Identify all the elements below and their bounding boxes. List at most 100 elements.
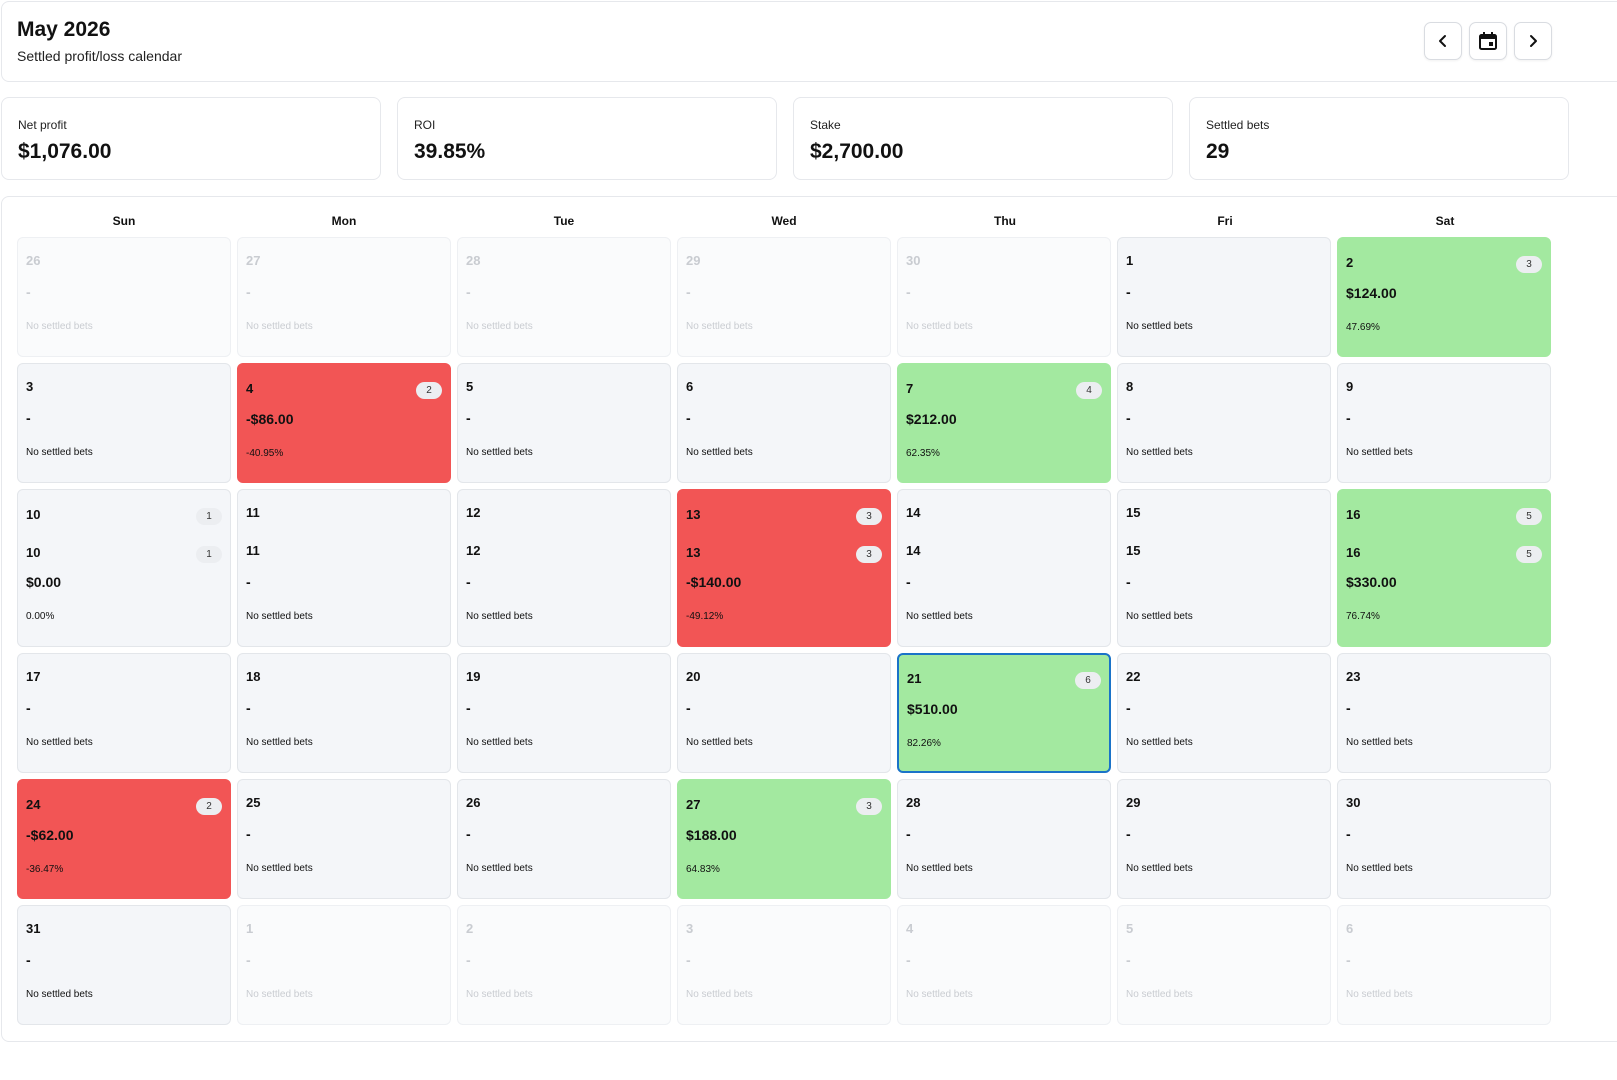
calendar-day-cell[interactable]: 3 - No settled bets <box>677 905 891 1025</box>
no-settled-bets-note: No settled bets <box>246 989 313 1000</box>
calendar-day-cell[interactable]: 27 - No settled bets <box>237 237 451 357</box>
calendar-day-cell[interactable]: 22 - No settled bets <box>1117 653 1331 773</box>
no-settled-bets-note: No settled bets <box>1126 321 1193 332</box>
calendar-day-cell[interactable]: 4 2 -$86.00 -40.95% <box>237 363 451 483</box>
previous-month-button[interactable] <box>1424 22 1462 60</box>
day-number: 30 <box>1346 795 1361 810</box>
calendar-day-cell[interactable]: 6 - No settled bets <box>677 363 891 483</box>
profit-placeholder: - <box>26 284 31 300</box>
calendar-day-cell[interactable]: 6 - No settled bets <box>1337 905 1551 1025</box>
profit-placeholder: - <box>1126 952 1131 968</box>
calendar-day-cell[interactable]: 25 - No settled bets <box>237 779 451 899</box>
calendar-day-cell[interactable]: 26 - No settled bets <box>17 237 231 357</box>
calendar-day-cell[interactable]: 17 - No settled bets <box>17 653 231 773</box>
calendar-day-cell[interactable]: 26 - No settled bets <box>457 779 671 899</box>
profit-placeholder: - <box>1126 700 1131 716</box>
no-settled-bets-note: No settled bets <box>686 447 753 458</box>
calendar-day-cell[interactable]: 16 5 16 5 $330.00 76.74% <box>1337 489 1551 647</box>
calendar-day-cell-selected[interactable]: 21 6 $510.00 82.26% <box>897 653 1111 773</box>
next-month-button[interactable] <box>1514 22 1552 60</box>
daily-roi: 76.74% <box>1346 611 1380 622</box>
day-number: 26 <box>466 795 481 810</box>
day-number: 14 <box>906 505 921 520</box>
calendar-day-cell[interactable]: 12 12 - No settled bets <box>457 489 671 647</box>
no-settled-bets-note: No settled bets <box>466 863 533 874</box>
day-number: 12 <box>466 505 481 520</box>
no-settled-bets-note: No settled bets <box>906 321 973 332</box>
profit-placeholder: - <box>1346 952 1351 968</box>
day-number-repeat: 14 <box>906 543 921 558</box>
day-number: 31 <box>26 921 41 936</box>
calendar-day-cell[interactable]: 29 - No settled bets <box>1117 779 1331 899</box>
calendar-day-cell[interactable]: 18 - No settled bets <box>237 653 451 773</box>
stat-value: $2,700.00 <box>810 140 904 163</box>
calendar-day-cell[interactable]: 8 - No settled bets <box>1117 363 1331 483</box>
day-number-repeat: 12 <box>466 543 481 558</box>
stat-card-roi: ROI 39.85% <box>397 97 777 180</box>
day-number-repeat: 10 <box>26 545 41 560</box>
calendar-day-cell[interactable]: 9 - No settled bets <box>1337 363 1551 483</box>
calendar-day-cell[interactable]: 19 - No settled bets <box>457 653 671 773</box>
calendar-day-cell[interactable]: 3 - No settled bets <box>17 363 231 483</box>
profit-placeholder: - <box>686 284 691 300</box>
daily-roi: 62.35% <box>906 448 940 459</box>
no-settled-bets-note: No settled bets <box>26 447 93 458</box>
stat-card-net-profit: Net profit $1,076.00 <box>1 97 381 180</box>
bet-count-badge: 2 <box>416 382 442 399</box>
bet-count-badge: 5 <box>1516 508 1542 525</box>
calendar-day-cell[interactable]: 14 14 - No settled bets <box>897 489 1111 647</box>
daily-roi: 82.26% <box>907 738 941 749</box>
profit-placeholder: - <box>466 700 471 716</box>
day-number: 9 <box>1346 379 1354 394</box>
calendar-day-cell[interactable]: 27 3 $188.00 64.83% <box>677 779 891 899</box>
no-settled-bets-note: No settled bets <box>246 863 313 874</box>
calendar-day-cell[interactable]: 30 - No settled bets <box>1337 779 1551 899</box>
calendar-day-cell[interactable]: 31 - No settled bets <box>17 905 231 1025</box>
bet-count-badge: 3 <box>856 798 882 815</box>
calendar-day-cell[interactable]: 15 15 - No settled bets <box>1117 489 1331 647</box>
calendar-day-cell[interactable]: 20 - No settled bets <box>677 653 891 773</box>
calendar-day-cell[interactable]: 4 - No settled bets <box>897 905 1111 1025</box>
profit-placeholder: - <box>906 826 911 842</box>
today-button[interactable] <box>1469 22 1507 60</box>
calendar-header <box>1 1 1617 82</box>
calendar-day-cell[interactable]: 5 - No settled bets <box>457 363 671 483</box>
day-number: 3 <box>26 379 34 394</box>
daily-roi: -36.47% <box>26 864 64 875</box>
calendar-day-cell[interactable]: 7 4 $212.00 62.35% <box>897 363 1111 483</box>
calendar-day-cell[interactable]: 11 11 - No settled bets <box>237 489 451 647</box>
stat-value: 29 <box>1206 140 1230 163</box>
calendar-day-cell[interactable]: 1 - No settled bets <box>1117 237 1331 357</box>
calendar-day-cell[interactable]: 5 - No settled bets <box>1117 905 1331 1025</box>
calendar-day-cell[interactable]: 30 - No settled bets <box>897 237 1111 357</box>
no-settled-bets-note: No settled bets <box>1346 989 1413 1000</box>
calendar-day-cell[interactable]: 10 1 10 1 $0.00 0.00% <box>17 489 231 647</box>
day-number: 27 <box>686 797 701 812</box>
chevron-left-icon <box>1439 35 1446 47</box>
calendar-day-cell[interactable]: 24 2 -$62.00 -36.47% <box>17 779 231 899</box>
no-settled-bets-note: No settled bets <box>686 321 753 332</box>
calendar-day-cell[interactable]: 23 - No settled bets <box>1337 653 1551 773</box>
calendar-day-cell[interactable]: 2 3 $124.00 47.69% <box>1337 237 1551 357</box>
calendar-day-cell[interactable]: 1 - No settled bets <box>237 905 451 1025</box>
stat-card-settled-bets: Settled bets 29 <box>1189 97 1569 180</box>
calendar-icon <box>1479 32 1497 50</box>
calendar-day-cell[interactable]: 13 3 13 3 -$140.00 -49.12% <box>677 489 891 647</box>
calendar-day-cell[interactable]: 28 - No settled bets <box>897 779 1111 899</box>
no-settled-bets-note: No settled bets <box>466 737 533 748</box>
day-number: 30 <box>906 253 921 268</box>
no-settled-bets-note: No settled bets <box>466 447 533 458</box>
profit-placeholder: - <box>1126 410 1131 426</box>
daily-roi: -49.12% <box>686 611 724 622</box>
profit-placeholder: - <box>26 700 31 716</box>
profit-placeholder: - <box>906 574 911 590</box>
no-settled-bets-note: No settled bets <box>1126 863 1193 874</box>
no-settled-bets-note: No settled bets <box>906 989 973 1000</box>
calendar-day-cell[interactable]: 28 - No settled bets <box>457 237 671 357</box>
calendar-day-cell[interactable]: 2 - No settled bets <box>457 905 671 1025</box>
daily-profit: -$86.00 <box>246 411 294 427</box>
calendar-day-cell[interactable]: 29 - No settled bets <box>677 237 891 357</box>
day-number: 2 <box>1346 255 1354 270</box>
stat-label: Stake <box>810 118 841 132</box>
day-number: 26 <box>26 253 41 268</box>
